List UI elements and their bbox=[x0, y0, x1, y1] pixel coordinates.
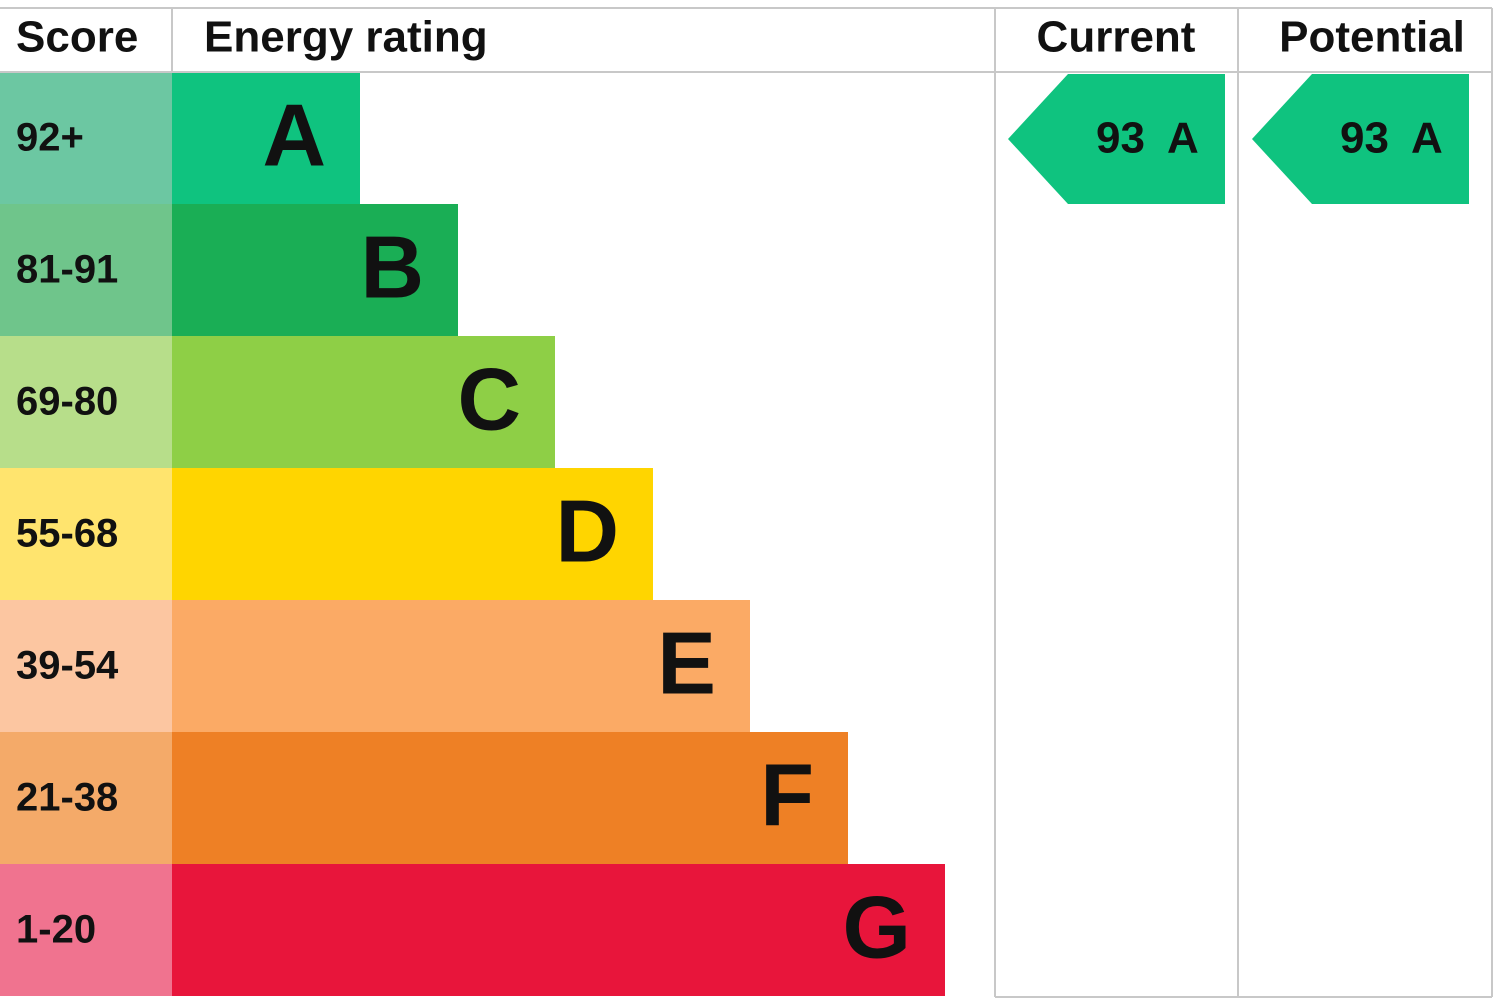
score-range: 69-80 bbox=[16, 380, 118, 424]
rating-bar bbox=[172, 204, 458, 336]
score-range: 55-68 bbox=[16, 512, 118, 556]
current-arrow bbox=[1008, 74, 1225, 204]
score-range: 1-20 bbox=[16, 908, 96, 952]
score-cell bbox=[0, 864, 172, 996]
score-cell bbox=[0, 468, 172, 600]
score-cell bbox=[0, 72, 172, 204]
current-letter: A bbox=[1167, 114, 1199, 163]
rating-header: Energy rating bbox=[204, 13, 488, 62]
score-range: 92+ bbox=[16, 116, 84, 160]
rating-bar bbox=[172, 72, 360, 204]
rating-letter: C bbox=[457, 349, 521, 448]
score-range: 39-54 bbox=[16, 644, 119, 688]
rating-letter: F bbox=[760, 745, 814, 844]
score-cell bbox=[0, 732, 172, 864]
rating-letter: A bbox=[262, 85, 326, 184]
score-cell bbox=[0, 204, 172, 336]
rating-bar bbox=[172, 600, 750, 732]
rating-letter: E bbox=[657, 613, 716, 712]
score-cell bbox=[0, 336, 172, 468]
rating-letter: D bbox=[555, 481, 619, 580]
rating-bar bbox=[172, 336, 555, 468]
potential-value: 93 bbox=[1340, 114, 1389, 163]
score-range: 81-91 bbox=[16, 248, 118, 292]
potential-arrow bbox=[1252, 74, 1469, 204]
current-header: Current bbox=[1037, 13, 1196, 62]
score-cell bbox=[0, 600, 172, 732]
rating-letter: B bbox=[360, 217, 424, 316]
potential-header: Potential bbox=[1279, 13, 1465, 62]
rating-bar bbox=[172, 732, 848, 864]
score-header: Score bbox=[16, 13, 138, 62]
rating-bar bbox=[172, 468, 653, 600]
rating-letter: G bbox=[843, 877, 911, 976]
current-value: 93 bbox=[1096, 114, 1145, 163]
potential-letter: A bbox=[1411, 114, 1443, 163]
score-range: 21-38 bbox=[16, 776, 118, 820]
rating-bar bbox=[172, 864, 945, 996]
